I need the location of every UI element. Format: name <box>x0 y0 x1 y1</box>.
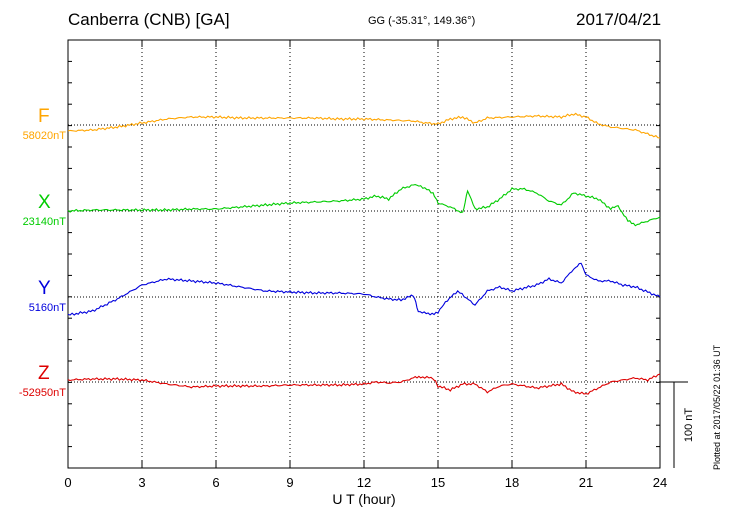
series-baseline-f: 58020nT <box>22 130 66 142</box>
x-tick-label: 15 <box>431 475 445 490</box>
series-label-x: X <box>38 192 51 213</box>
series-line-x <box>67 184 661 227</box>
x-tick-label: 21 <box>579 475 593 490</box>
series-line-y <box>67 262 661 316</box>
x-tick-label: 9 <box>286 475 293 490</box>
series-baseline-z: -52950nT <box>18 387 66 399</box>
x-tick-label: 3 <box>138 475 145 490</box>
chart-title: Canberra (CNB) [GA] <box>68 10 230 29</box>
series-label-y: Y <box>38 278 51 299</box>
station-coordinates: GG (-35.31°, 149.36°) <box>368 15 476 27</box>
series-label-f: F <box>38 106 50 127</box>
series-baseline-x: 23140nT <box>22 216 66 228</box>
series-line-f <box>67 112 661 139</box>
chart-date: 2017/04/21 <box>576 10 662 29</box>
series-label-z: Z <box>38 363 50 384</box>
x-tick-label: 18 <box>505 475 519 490</box>
scale-bar-label: 100 nT <box>683 408 695 443</box>
x-tick-label: 0 <box>64 475 71 490</box>
x-tick-label: 6 <box>212 475 219 490</box>
x-tick-label: 24 <box>653 475 667 490</box>
x-axis-label: U T (hour) <box>332 491 395 507</box>
series-line-z <box>67 373 661 395</box>
x-tick-label: 12 <box>357 475 371 490</box>
series-baseline-y: 5160nT <box>28 302 66 314</box>
